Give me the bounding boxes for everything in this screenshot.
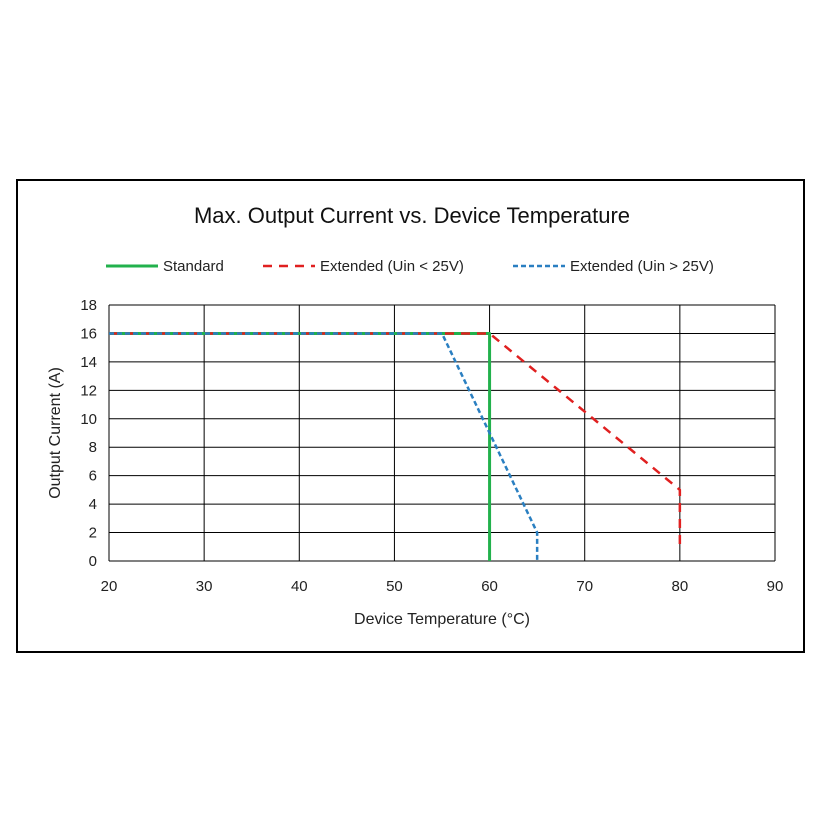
x-tick-label: 40	[291, 578, 308, 595]
y-tick-label: 8	[89, 439, 97, 456]
y-axis-label: Output Current (A)	[47, 367, 64, 499]
x-tick-label: 20	[101, 578, 118, 595]
y-tick-label: 16	[80, 325, 97, 342]
y-tick-label: 0	[89, 553, 97, 570]
x-tick-label: 70	[576, 578, 593, 595]
y-tick-label: 12	[80, 382, 97, 399]
series-line-2	[109, 332, 682, 552]
chart-svg: Max. Output Current vs. Device Temperatu…	[47, 203, 783, 628]
x-tick-label: 90	[767, 578, 784, 595]
x-tick-label: 30	[196, 578, 213, 595]
y-tick-label: 18	[80, 297, 97, 314]
chart-title: Max. Output Current vs. Device Temperatu…	[194, 203, 630, 228]
x-tick-label: 60	[481, 578, 498, 595]
y-tick-label: 6	[89, 468, 97, 485]
chart-frame: Max. Output Current vs. Device Temperatu…	[16, 179, 805, 653]
y-tick-label: 2	[89, 525, 97, 542]
legend-label-3: Extended (Uin > 25V)	[570, 258, 714, 275]
tick-labels: 20 30 40 50 60 70 80 90 0 2 4 6 8 10 12 14 16 18	[80, 297, 783, 595]
grid	[108, 304, 776, 562]
legend-label-2: Extended (Uin < 25V)	[320, 258, 464, 275]
y-tick-label: 14	[80, 354, 97, 371]
y-tick-label: 4	[89, 496, 97, 513]
series-line-3	[109, 332, 539, 561]
x-tick-label: 50	[386, 578, 403, 595]
series-line-1	[109, 331, 492, 561]
y-tick-label: 10	[80, 411, 97, 428]
legend-label-1: Standard	[163, 258, 224, 275]
legend: Standard Extended (Uin < 25V) Extended (Ui…	[106, 258, 714, 275]
x-axis-label: Device Temperature (°C)	[354, 611, 530, 628]
series-layer	[109, 331, 682, 561]
x-tick-label: 80	[672, 578, 689, 595]
